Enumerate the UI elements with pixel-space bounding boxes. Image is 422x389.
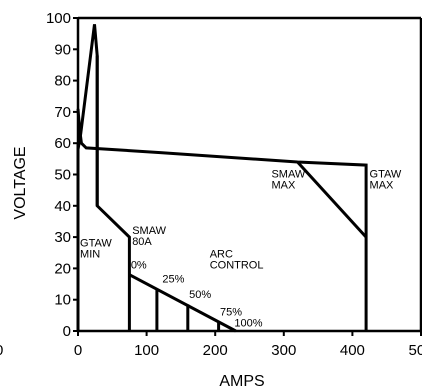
tick-labels: 0 10 20 30 40 50 60 70 80 90 100 0 100 200 300 400 500 — [46, 10, 422, 359]
curve-annotation-line: MAX — [370, 180, 395, 192]
x-tick-label: 100 — [134, 342, 159, 359]
curve-annotation: 50% — [189, 289, 211, 301]
stray-tick-label: 0 — [0, 342, 3, 359]
curve-annotation-line: GTAW — [370, 169, 402, 181]
y-tick-label: 50 — [54, 167, 71, 184]
curve-annotation-line: 50% — [189, 289, 211, 301]
y-tick-label: 60 — [54, 135, 71, 152]
plot-frame — [76, 16, 422, 333]
curve-annotation-line: 0% — [131, 259, 147, 271]
curve-annotation-line: MIN — [80, 248, 100, 260]
y-tick-label: 80 — [54, 73, 71, 90]
y-tick-label: 100 — [46, 10, 71, 27]
y-axis-title: VOLTAGE — [12, 146, 29, 219]
x-tick-label: 500 — [408, 342, 422, 359]
volt-amp-curves — [76, 24, 368, 333]
curve-segment-9 — [296, 160, 368, 239]
curve-annotation: 0% — [131, 259, 147, 271]
curve-annotation-line: 100% — [234, 317, 262, 329]
x-tick-label: 0 — [74, 342, 82, 359]
curve-annotation-line: MAX — [271, 180, 296, 192]
curve-segment-1 — [76, 24, 99, 206]
curve-annotation: 25% — [162, 273, 184, 285]
curve-annotation: 75% — [220, 306, 242, 318]
curve-segment-4 — [95, 55, 131, 331]
y-tick-label: 40 — [54, 198, 71, 215]
curve-annotation: SMAW MAX — [271, 169, 305, 192]
curve-annotation-line: SMAW — [132, 225, 166, 237]
curve-annotation-line: 25% — [162, 273, 184, 285]
x-tick-label: 400 — [340, 342, 365, 359]
y-tick-label: 70 — [54, 104, 71, 121]
x-axis-title: AMPS — [219, 373, 264, 389]
curve-annotation: GTAW MAX — [370, 169, 402, 192]
curve-annotation: ARC CONTROL — [210, 248, 264, 271]
y-tick-label: 90 — [54, 41, 71, 58]
y-tick-label: 30 — [54, 229, 71, 246]
curve-annotation: SMAW 80A — [132, 225, 166, 248]
curve-annotation-line: CONTROL — [210, 259, 264, 271]
x-tick-label: 200 — [203, 342, 228, 359]
curve-annotation: 100% — [234, 317, 262, 329]
curve-annotation-line: SMAW — [271, 169, 305, 181]
y-tick-label: 10 — [54, 292, 71, 309]
curve-annotation-line: 75% — [220, 306, 242, 318]
curve-annotation-line: 80A — [132, 236, 152, 248]
curve-segment-2 — [76, 108, 368, 331]
y-tick-label: 20 — [54, 260, 71, 277]
curve-annotation: GTAW MIN — [80, 237, 112, 260]
x-tick-label: 300 — [271, 342, 296, 359]
y-tick-label: 0 — [63, 323, 71, 340]
curve-annotation-line: GTAW — [80, 237, 112, 249]
curve-annotation-line: ARC — [210, 248, 233, 260]
